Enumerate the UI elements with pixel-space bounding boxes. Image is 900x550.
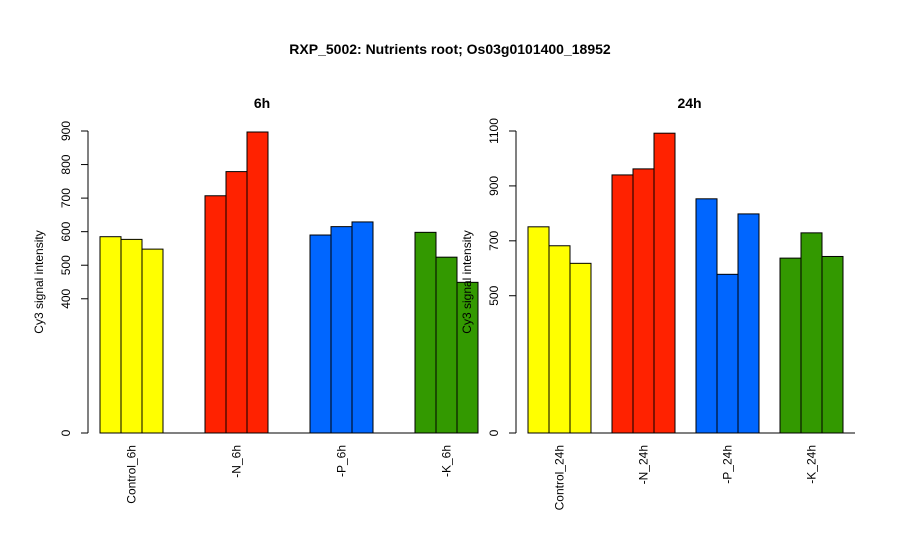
x-category-label: Control_6h bbox=[125, 445, 139, 504]
x-category-label: -N_24h bbox=[637, 445, 651, 484]
bar bbox=[548, 245, 571, 434]
bar bbox=[632, 168, 655, 434]
y-tick-label: 1100 bbox=[487, 118, 501, 144]
bar bbox=[456, 281, 479, 434]
bar bbox=[695, 198, 718, 434]
x-category-label: Control_24h bbox=[553, 445, 567, 510]
bar bbox=[330, 226, 353, 434]
y-tick-label: 500 bbox=[487, 285, 501, 305]
bar bbox=[141, 248, 164, 434]
bar bbox=[800, 232, 823, 434]
x-category-label: -P_6h bbox=[335, 445, 349, 477]
y-axis-label: Cy3 signal intensity bbox=[460, 230, 474, 333]
bar bbox=[611, 174, 634, 434]
y-tick-label: 600 bbox=[59, 221, 73, 241]
panel-title: 24h bbox=[677, 95, 701, 111]
y-tick-label: 500 bbox=[59, 255, 73, 275]
y-tick-label: 900 bbox=[487, 176, 501, 196]
bar bbox=[716, 273, 739, 434]
bar bbox=[779, 257, 802, 434]
y-tick-label: 0 bbox=[487, 429, 501, 436]
bar bbox=[414, 231, 437, 434]
bar bbox=[821, 255, 844, 434]
x-category-label: -N_6h bbox=[230, 445, 244, 478]
y-tick-label: 0 bbox=[59, 429, 73, 436]
chart-panel-1: 24h 0 500 700 900 1100 Cy3 signal intensity Con… bbox=[460, 95, 855, 510]
x-category-label: -K_24h bbox=[805, 445, 819, 484]
bar bbox=[120, 238, 143, 434]
bar bbox=[351, 221, 374, 434]
x-category-label: -K_6h bbox=[440, 445, 454, 477]
y-tick-label: 700 bbox=[487, 230, 501, 250]
bar bbox=[204, 195, 227, 434]
y-axis-label: Cy3 signal intensity bbox=[32, 230, 46, 333]
y-tick-label: 800 bbox=[59, 154, 73, 174]
bar bbox=[435, 256, 458, 434]
bar bbox=[99, 236, 122, 434]
bar bbox=[569, 262, 592, 434]
bar bbox=[527, 226, 550, 434]
bar bbox=[737, 213, 760, 434]
chart-main-title: RXP_5002: Nutrients root; Os03g0101400_1… bbox=[289, 41, 611, 57]
chart-panel-0: 6h 0 400 500 600 700 800 900 Cy3 signal intensit… bbox=[32, 95, 479, 504]
x-category-label: -P_24h bbox=[721, 445, 735, 484]
panel-title: 6h bbox=[254, 95, 270, 111]
y-tick-label: 700 bbox=[59, 188, 73, 208]
y-tick-label: 900 bbox=[59, 121, 73, 141]
bar bbox=[309, 234, 332, 434]
bar bbox=[246, 131, 269, 434]
bar bbox=[653, 132, 676, 434]
bar bbox=[225, 171, 248, 434]
y-tick-label: 400 bbox=[59, 288, 73, 308]
